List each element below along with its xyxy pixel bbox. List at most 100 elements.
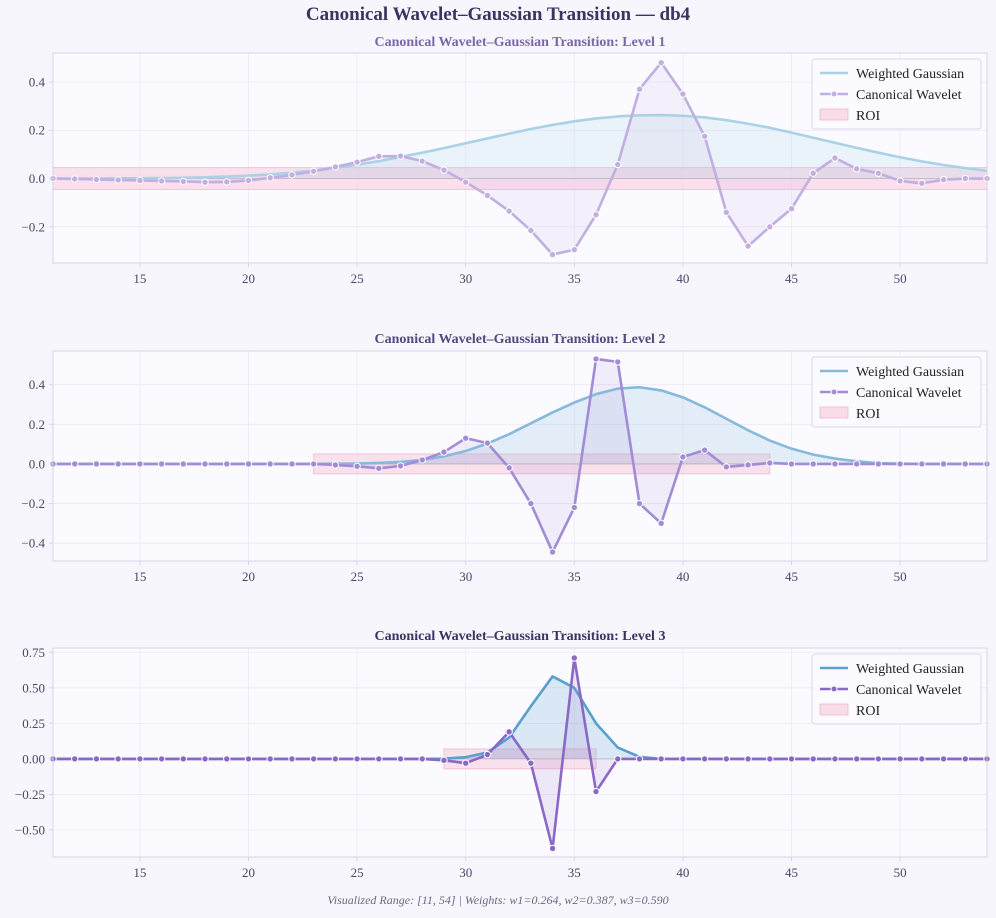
x-tick-label: 20 [242,271,255,286]
wavelet-point [635,499,644,508]
y-tick-label: 0.0 [29,456,45,471]
legend-roi-label: ROI [856,407,880,422]
wavelet-point [461,759,470,767]
wavelet-point [353,755,361,763]
wavelet-point [918,179,926,188]
wavelet-point [939,755,948,763]
wavelet-point [614,160,622,169]
wavelet-point [157,755,166,763]
wavelet-point [266,755,274,763]
gaussian-area [53,387,987,464]
wavelet-point [114,176,122,184]
panel-title: Canonical Wavelet–Gaussian Transition: L… [375,629,666,644]
wavelet-point [744,461,752,469]
wavelet-point [223,460,231,468]
wavelet-point [136,755,144,763]
wavelet-point [92,175,101,184]
wavelet-point [353,462,361,471]
wavelet-point [722,463,731,471]
wavelet-point [288,460,296,468]
wavelet-point [375,755,383,763]
wavelet-point [223,755,231,763]
wavelet-point [939,176,948,184]
wavelet-point [592,355,600,363]
wavelet-point [635,85,644,93]
wavelet-point [440,166,448,174]
x-tick-label: 45 [785,569,798,584]
x-tick-label: 35 [568,271,581,286]
wavelet-point [679,90,687,98]
y-tick-label: −0.2 [21,496,45,511]
y-tick-label: 0.25 [22,716,45,731]
wavelet-point [657,58,665,67]
wavelet-point [809,169,817,177]
legend-gaussian-label: Weighted Gaussian [856,67,964,82]
wavelet-point [787,460,796,468]
wavelet-point [744,242,752,250]
x-tick-label: 45 [785,865,798,880]
wavelet-point [418,157,426,165]
wavelet-point [918,460,926,468]
y-tick-label: 0.00 [22,751,45,766]
x-tick-label: 15 [133,569,146,584]
legend-roi-swatch [819,703,849,716]
wavelet-point [461,178,470,186]
wavelet-area [53,657,987,849]
wavelet-point [679,453,687,461]
wavelet-point [874,169,883,177]
wavelet-point [309,755,318,763]
plot-frame [52,52,988,264]
chart-panel-level-2: 0.4 0.2 0.0 −0.2 −0.4 15 20 25 30 35 40 45 50 Canonic… [21,332,991,584]
wavelet-point [570,503,579,512]
legend-roi-label: ROI [856,109,880,124]
legend-roi-label: ROI [856,704,880,719]
wavelet-point [136,176,144,185]
plot-frame [52,647,988,858]
x-tick-label: 25 [351,271,364,286]
wavelet-point [71,755,79,763]
wavelet-point [548,844,557,853]
wavelet-point [831,755,839,763]
wavelet-point [896,460,904,468]
wavelet-point [831,460,839,468]
wavelet-point [852,460,861,468]
wavelet-point [592,211,600,219]
wavelet-point [700,755,709,763]
wavelet-point [179,460,188,468]
wavelet-point [570,246,579,254]
wavelet-point [309,167,318,175]
x-tick-label: 35 [568,865,581,880]
wavelet-point [657,755,665,763]
wavelet-point [787,755,796,763]
wavelet-point [961,755,969,763]
wavelet-point [635,755,644,763]
wavelet-point [157,177,166,185]
wavelet-point [331,461,340,469]
wavelet-point [396,462,405,470]
wavelet-point [700,446,709,454]
legend-wavelet-marker [830,90,838,98]
wavelet-point [505,207,513,215]
wavelet-point [375,464,383,472]
wavelet-point [309,460,318,468]
wavelet-point [961,460,969,468]
wavelet-point [852,755,861,763]
y-tick-label: 0.0 [29,171,45,186]
figure-title: Canonical Wavelet–Gaussian Transition — … [305,4,691,25]
x-tick-label: 25 [351,865,364,880]
gaussian-area [53,676,987,759]
y-tick-label: 0.4 [29,74,46,89]
wavelet-point [157,460,166,468]
wavelet-point [744,755,752,763]
y-tick-label: −0.2 [21,219,45,234]
wavelet-point [527,499,535,508]
wavelet-point [505,464,513,472]
wavelet-point [201,460,209,468]
wavelet-point [179,755,188,763]
wavelet-point [614,358,622,366]
legend-box [811,653,982,725]
wavelet-point [852,165,861,173]
wavelet-point [461,434,470,442]
legend-wavelet-label: Canonical Wavelet [856,386,962,401]
wavelet-point [136,460,144,468]
